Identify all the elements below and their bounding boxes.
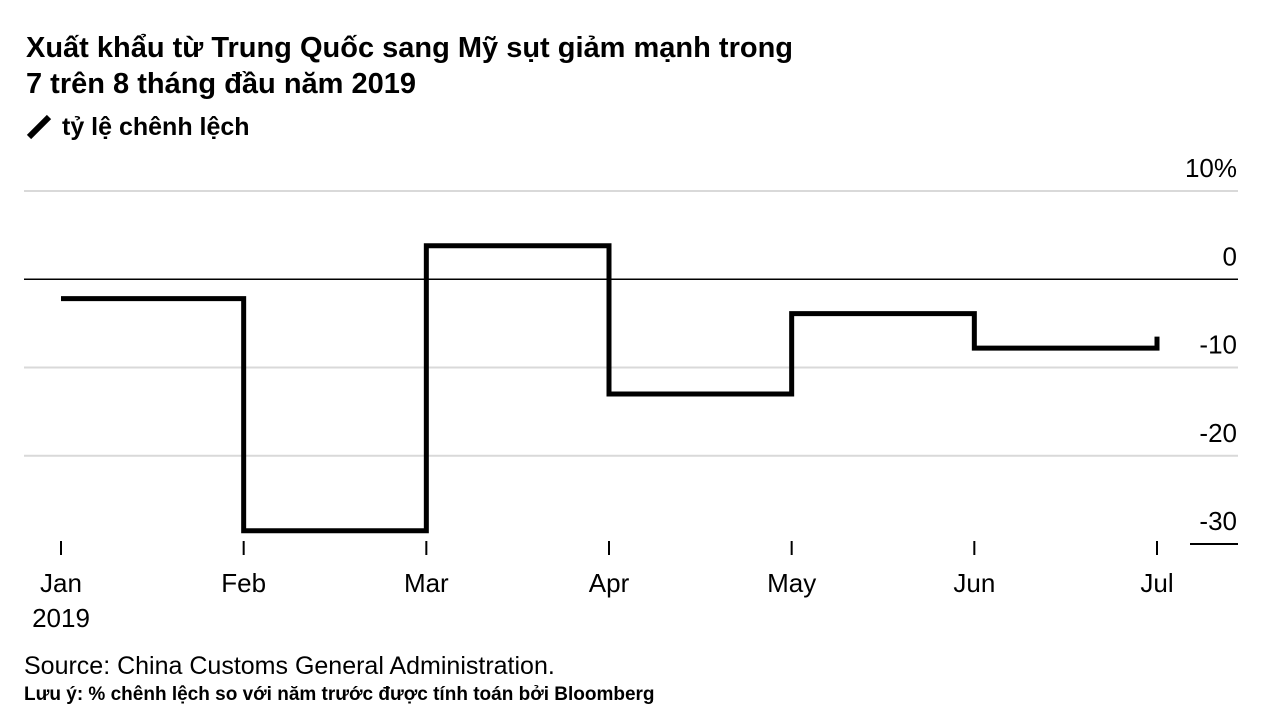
x-tick-label: Jun bbox=[953, 568, 995, 598]
line-series-icon bbox=[26, 114, 52, 140]
chart-title-line-1: Xuất khẩu từ Trung Quốc sang Mỹ sụt giảm… bbox=[26, 32, 793, 64]
series-line bbox=[61, 243, 1160, 534]
y-tick-label: 10% bbox=[1185, 153, 1237, 183]
chart-title-line-2: 7 trên 8 tháng đầu năm 2019 bbox=[26, 68, 417, 100]
y-axis-labels: 10% 0 -10 -20 -30 bbox=[1185, 153, 1237, 536]
y-tick-label: -10 bbox=[1199, 330, 1237, 360]
note-text: Lưu ý: % chênh lệch so với năm trước đượ… bbox=[24, 684, 655, 705]
x-tick-sublabel: 2019 bbox=[32, 603, 90, 633]
legend: tỷ lệ chênh lệch bbox=[26, 111, 250, 143]
legend-label: tỷ lệ chênh lệch bbox=[62, 112, 250, 141]
x-tick-label: Feb bbox=[221, 568, 266, 598]
chart-title: Xuất khẩu từ Trung Quốc sang Mỹ sụt giảm… bbox=[26, 30, 1126, 102]
y-tick-label: -30 bbox=[1199, 506, 1237, 536]
grid-layer bbox=[24, 190, 1238, 545]
y-tick-label: -20 bbox=[1199, 418, 1237, 448]
x-tick-label: Jul bbox=[1140, 568, 1173, 598]
x-tick-label: Jan bbox=[40, 568, 82, 598]
x-tick-label: May bbox=[767, 568, 816, 598]
x-tick-label: Apr bbox=[589, 568, 630, 598]
y-tick-label: 0 bbox=[1223, 241, 1237, 271]
x-axis: Jan 2019 Feb Mar Apr May Jun Jul bbox=[32, 541, 1174, 633]
chart-area: 10% 0 -10 -20 -30 Jan 2019 Feb Mar Apr May Jun Jul bbox=[24, 153, 1238, 633]
x-tick-label: Mar bbox=[404, 568, 449, 598]
series-layer bbox=[61, 243, 1160, 534]
source-text: Source: China Customs General Administra… bbox=[24, 652, 555, 680]
